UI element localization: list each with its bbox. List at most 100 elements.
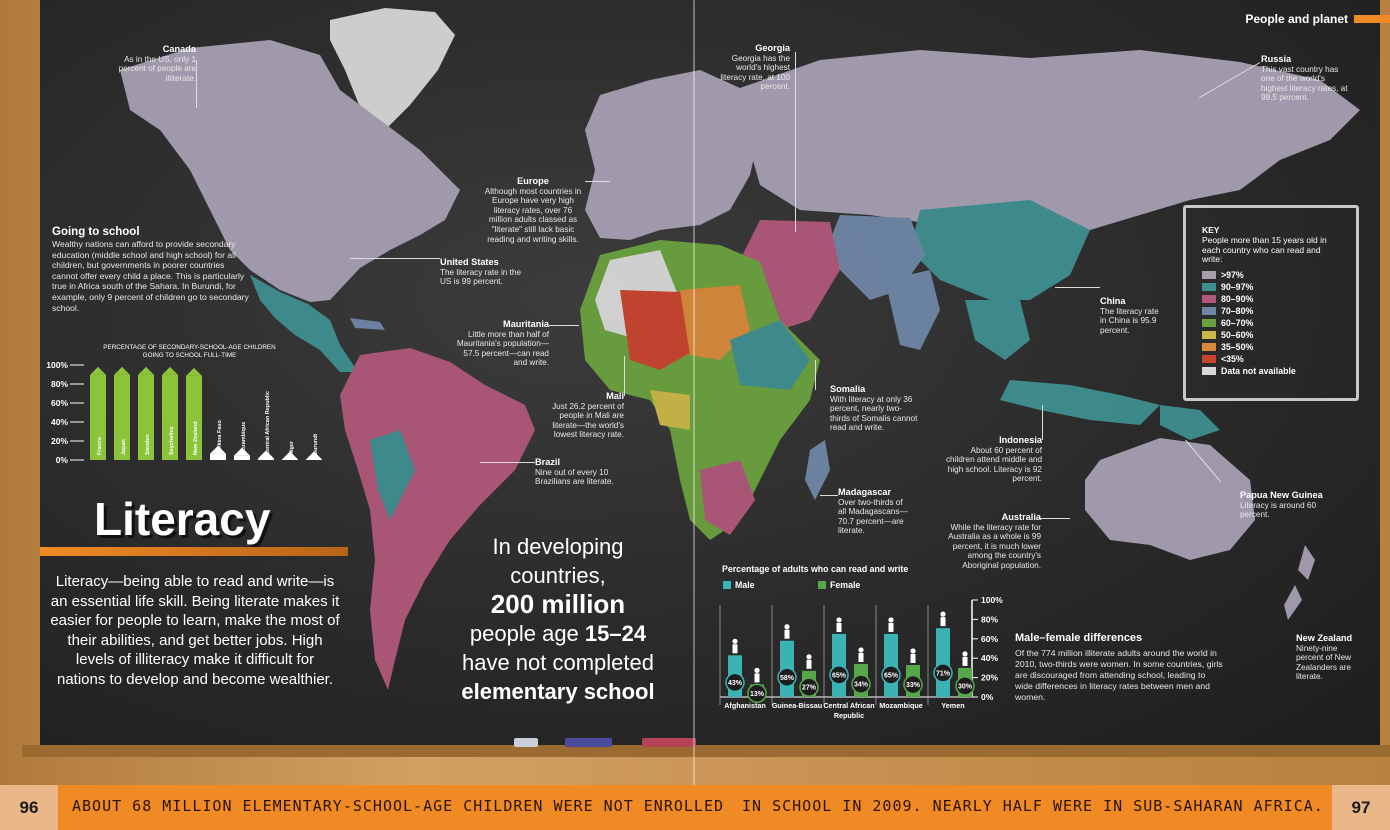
- chalk-piece-red[interactable]: [642, 738, 696, 747]
- person-icon: [858, 647, 864, 653]
- person-icon: [806, 654, 812, 660]
- ticker-left: ABOUT 68 MILLION ELEMENTARY-SCHOOL-AGE C…: [72, 797, 724, 815]
- mf-chart: 0% 20% 40% 60% 80% 100% 43% 13% Afghanistan 58% 27…: [719, 595, 1003, 720]
- page-number-left: 96: [0, 785, 58, 830]
- greenland: [330, 8, 455, 130]
- map-key-swatch: [1202, 295, 1216, 303]
- y-tick-label: 100%: [46, 360, 68, 370]
- stat-callout: In developing countries, 200 million peo…: [461, 534, 655, 704]
- data-label: 71%: [936, 670, 951, 677]
- annotation-madagascar: Madagascar Over two-thirds of all Madagas…: [838, 487, 908, 536]
- category-label: Afghanistan: [724, 701, 766, 710]
- data-label-badge: [829, 665, 849, 685]
- bar: [186, 367, 202, 460]
- bar-body: [138, 374, 154, 460]
- map-key-swatch: [1202, 319, 1216, 327]
- leader-line: [1042, 405, 1043, 440]
- leader-line: [350, 258, 440, 259]
- leader-line: [1055, 287, 1100, 288]
- bar-tip: [210, 445, 226, 454]
- world-map: [120, 8, 1360, 690]
- annotation-mauritania: Mauritania Little more than half of Mauri…: [456, 319, 549, 368]
- bar: [138, 366, 154, 460]
- bar-body: [114, 374, 130, 460]
- y-tick-label: 60%: [51, 398, 68, 408]
- leader-line: [624, 356, 625, 396]
- annotation-china: China The literacy rate in China is 95.9 …: [1100, 296, 1159, 335]
- person-icon: [962, 656, 968, 666]
- leader-line: [795, 52, 796, 232]
- data-label: 65%: [832, 672, 847, 679]
- leader-line: [480, 462, 535, 463]
- data-label: 34%: [854, 682, 869, 689]
- y-tick-label: 40%: [51, 417, 68, 427]
- school-chart: 0% 20% 40% 60% 80% 100% France Japan Sweden Seych…: [46, 360, 322, 465]
- annotation-georgia: Georgia Georgia has the world's highest l…: [720, 43, 790, 92]
- bar-label: Mozambique: [241, 422, 247, 455]
- bar-label: Burkina Faso: [217, 420, 223, 455]
- north-america: [120, 40, 460, 302]
- bar: [210, 445, 226, 460]
- map-key-label: 50–60%: [1221, 330, 1254, 340]
- data-label-badge: [903, 674, 923, 695]
- bar-label: Niger: [289, 440, 295, 455]
- annotation-canada: Canada As in the US, only 1 percent of pe…: [118, 44, 196, 83]
- annotation-mali: Mali Just 26.2 percent of people in Mali …: [552, 391, 624, 440]
- map-key-item: 70–80%: [1202, 306, 1253, 316]
- data-label: 33%: [906, 682, 921, 689]
- bottom-ticker-bar: [0, 785, 1390, 830]
- bar-body: [234, 455, 250, 460]
- chalk-ledge: [22, 745, 1390, 757]
- indonesia: [1000, 380, 1160, 425]
- leader-line: [549, 325, 579, 326]
- leader-line: [820, 495, 838, 496]
- annotation-indonesia: Indonesia About 60 percent of children at…: [945, 435, 1042, 484]
- section-accent-bar: [1354, 15, 1390, 23]
- person-icon: [806, 659, 812, 669]
- bar-label: France: [97, 437, 103, 455]
- data-label: 30%: [958, 683, 973, 690]
- category-label: Central African: [823, 701, 874, 710]
- bar-tip: [282, 451, 298, 460]
- bar-label: Burundi: [313, 433, 319, 455]
- annotation-united-states: United States The literacy rate in the US…: [440, 257, 522, 287]
- data-label-badge: [851, 674, 871, 694]
- y-tick-label: 80%: [981, 614, 998, 624]
- bar: [90, 366, 106, 460]
- chalk-piece-blue[interactable]: [565, 738, 612, 747]
- chalk-piece-white[interactable]: [514, 738, 538, 747]
- bar-label: Japan: [121, 438, 127, 455]
- person-icon: [858, 653, 864, 663]
- new-zealand: [1284, 545, 1315, 620]
- y-tick-label: 20%: [981, 673, 998, 683]
- bar: [282, 451, 298, 460]
- leader-line: [585, 181, 610, 182]
- map-key-swatch: [1202, 355, 1216, 363]
- bar-label: Sweden: [145, 434, 151, 455]
- mf-heading: Male–female differences: [1015, 632, 1143, 644]
- person-icon: [836, 617, 842, 623]
- person-icon: [910, 653, 916, 663]
- australia: [1085, 438, 1255, 560]
- bar-label: Central African Republic: [265, 391, 271, 455]
- bar-tip: [90, 366, 106, 375]
- map-key-item: >97%: [1202, 270, 1244, 280]
- bar-body: [186, 375, 202, 460]
- bar-tip: [234, 447, 250, 456]
- bar: [306, 451, 322, 460]
- data-label: 43%: [728, 680, 743, 687]
- map-key-label: Data not available: [1221, 366, 1296, 376]
- bar-body: [162, 374, 178, 460]
- bar-body: [306, 459, 322, 460]
- y-tick-label: 100%: [981, 595, 1003, 605]
- map-key-item: 60–70%: [1202, 318, 1253, 328]
- bar: [936, 628, 950, 697]
- person-icon: [940, 611, 946, 617]
- bar-body: [282, 459, 298, 460]
- person-icon: [784, 629, 790, 639]
- page-gutter: [693, 0, 695, 790]
- bar: [258, 450, 274, 460]
- central-america: [250, 275, 358, 372]
- europe: [585, 70, 760, 240]
- person-icon: [962, 651, 968, 657]
